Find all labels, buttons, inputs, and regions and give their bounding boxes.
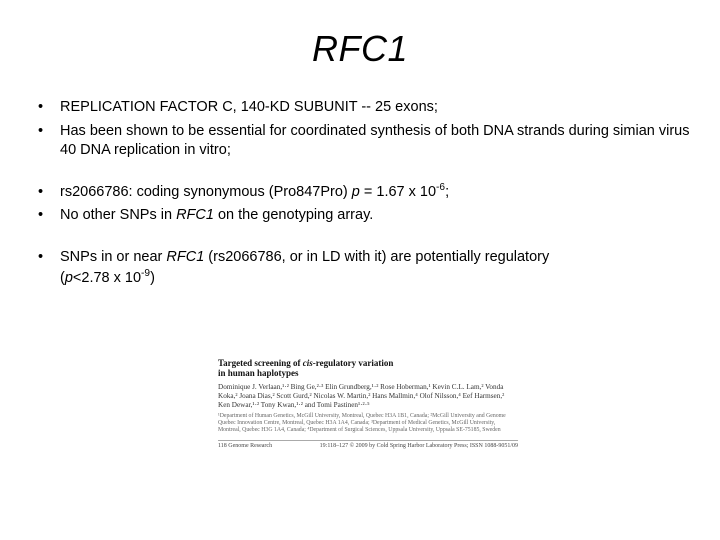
bullet-2: Has been shown to be essential for coord… <box>30 122 690 161</box>
bullet-3-text-pre: rs2066786: coding synonymous (Pro847Pro) <box>60 184 352 200</box>
bullet-3: rs2066786: coding synonymous (Pro847Pro)… <box>30 183 690 203</box>
bullet-5-text-pre: SNPs in or near <box>60 249 166 265</box>
foot-left: 118 Genome Research <box>218 443 272 450</box>
slide: RFC1 REPLICATION FACTOR C, 140-KD SUBUNI… <box>0 0 720 540</box>
citation-affiliations: ¹Department of Human Genetics, McGill Un… <box>218 413 518 435</box>
bullet-5-hang: (p<2.78 x 10-9) <box>30 269 690 289</box>
spacer <box>30 165 690 183</box>
spacer <box>30 230 690 248</box>
bullet-4: No other SNPs in RFC1 on the genotyping … <box>30 206 690 226</box>
citation-authors: Dominique J. Verlaan,¹·² Bing Ge,²·³ Eli… <box>218 383 518 410</box>
bullet-5: SNPs in or near RFC1 (rs2066786, or in L… <box>30 248 690 268</box>
bullet-4-text-pre: No other SNPs in <box>60 207 176 223</box>
bullet-3-text-post: ; <box>445 184 449 200</box>
ctitle-l1a: Targeted screening of <box>218 358 303 368</box>
citation-footer: 118 Genome Research 19:118–127 © 2009 by… <box>218 440 518 450</box>
bullet-4-text-post: on the genotyping array. <box>214 207 373 223</box>
foot-right: 19:118–127 © 2009 by Cold Spring Harbor … <box>320 443 518 450</box>
ctitle-l1b: -regulatory variation <box>313 358 394 368</box>
rfc1-italic: RFC1 <box>176 207 214 223</box>
page-title: RFC1 <box>30 28 690 70</box>
citation-block: Targeted screening of cis-regulatory var… <box>218 358 518 450</box>
rfc1-italic: RFC1 <box>166 249 204 265</box>
p-italic: p <box>65 270 73 286</box>
exponent: -6 <box>436 182 445 193</box>
cis-italic: cis <box>303 358 313 368</box>
exponent: -9 <box>141 269 150 280</box>
p-italic: p <box>352 184 360 200</box>
ctitle-l2: in human haplotypes <box>218 368 299 378</box>
bullet-3-text-mid: = 1.67 x 10 <box>360 184 436 200</box>
bullet-1: REPLICATION FACTOR C, 140-KD SUBUNIT -- … <box>30 98 690 118</box>
citation-title: Targeted screening of cis-regulatory var… <box>218 358 518 379</box>
hang-mid: <2.78 x 10 <box>73 270 141 286</box>
bullet-list: REPLICATION FACTOR C, 140-KD SUBUNIT -- … <box>30 98 690 289</box>
hang-post: ) <box>150 270 155 286</box>
bullet-5-text-mid: (rs2066786, or in LD with it) are potent… <box>204 249 549 265</box>
